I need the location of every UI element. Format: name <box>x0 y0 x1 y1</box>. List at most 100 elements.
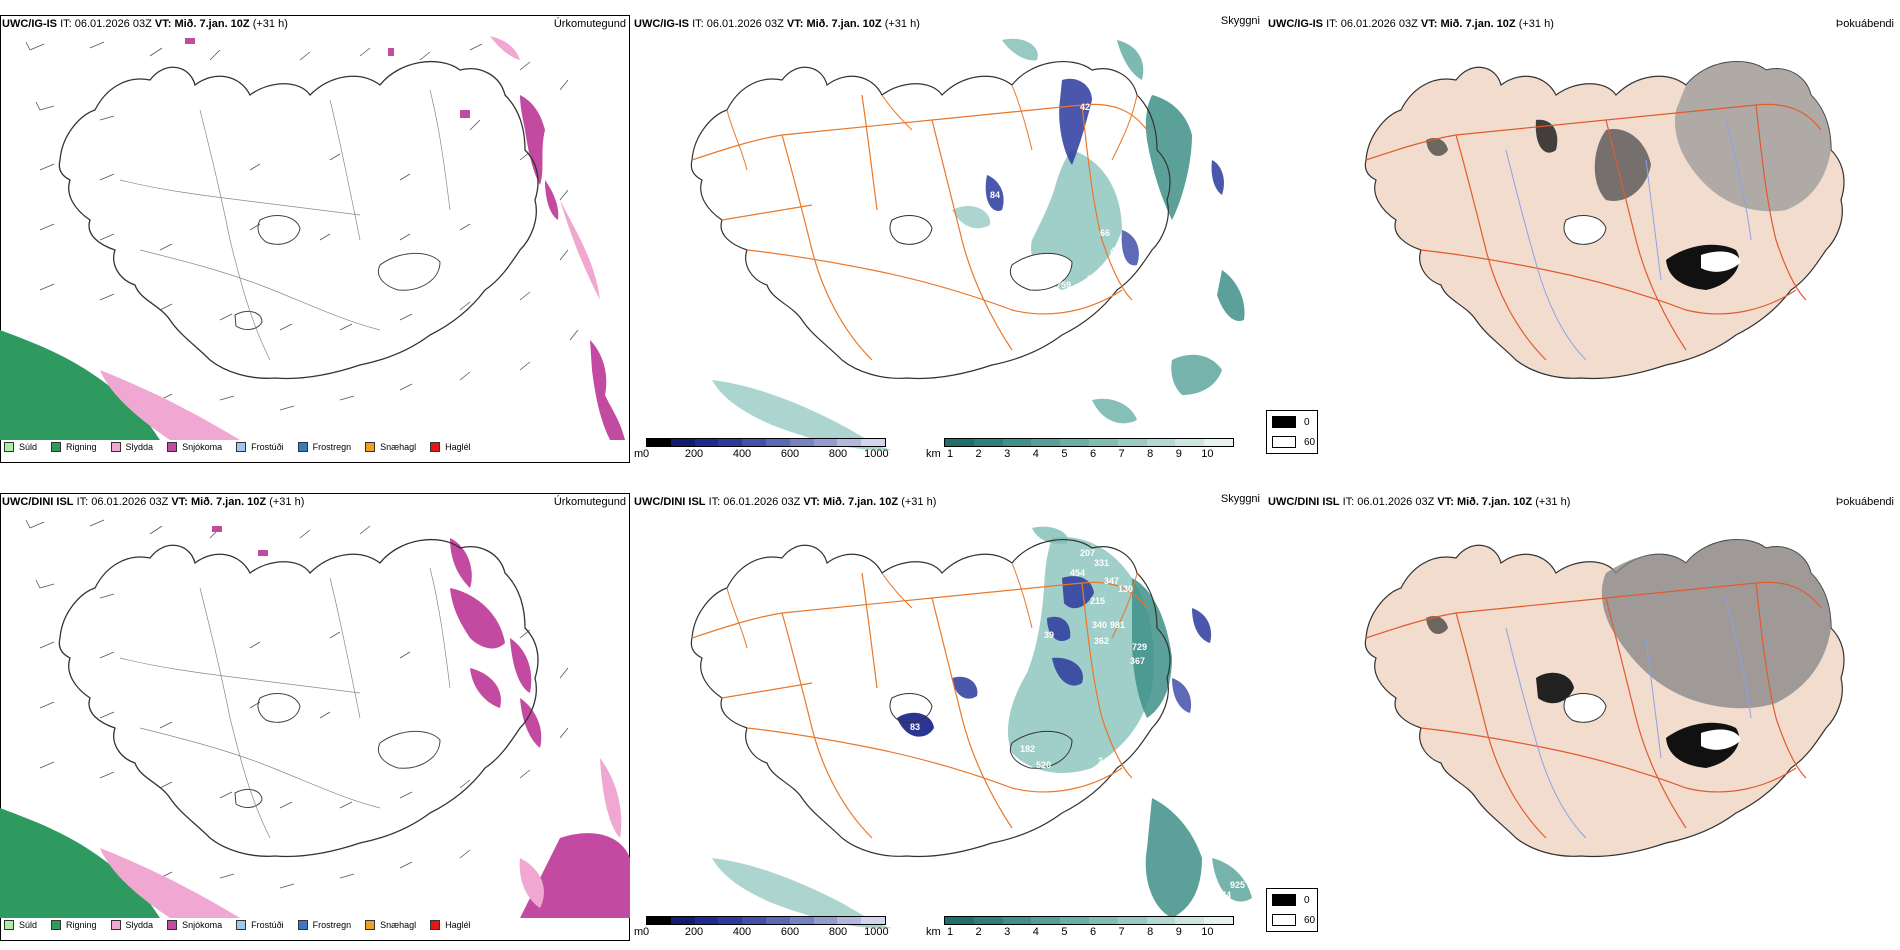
cloud-top-ticks: 1 2 3 4 5 6 7 8 9 10 <box>947 926 1214 940</box>
legend-item: Snjókoma <box>167 920 222 930</box>
legend-item: Frostúði <box>236 920 284 930</box>
legend-label: Snjókoma <box>182 442 223 452</box>
visibility-value: 759 <box>1056 280 1071 290</box>
panel-header: UWC/IG-IS IT: 06.01.2026 03Z VT: Mið. 7.… <box>2 18 628 34</box>
tick-label: 600 <box>780 448 800 460</box>
legend-swatch <box>236 442 247 452</box>
visibility-value: 937 <box>1046 264 1061 274</box>
legend-swatch <box>167 442 178 452</box>
legend-item: Frostregn <box>297 442 352 452</box>
panel-title: Skyggni <box>1220 15 1260 27</box>
legend-swatch <box>51 920 62 930</box>
visibility-value: 31 <box>1092 112 1102 122</box>
fog-swatch <box>1272 894 1296 906</box>
visibility-value: 520 <box>1036 760 1051 770</box>
visibility-map: 207 331 454 347 215 130 340 981 362 729 … <box>690 526 1259 929</box>
legend-label: Slydda <box>125 442 154 452</box>
fog-legend-item: 0 <box>1272 416 1310 428</box>
visibility-value: 347 <box>1104 576 1119 586</box>
visibility-value: 84 <box>990 190 1000 200</box>
lead-time: (+31 h) <box>901 496 937 508</box>
visibility-value: 42 <box>1110 246 1120 256</box>
legend-item: Súld <box>4 920 37 930</box>
tick-label: 600 <box>780 926 800 938</box>
cloud-base-unit: m <box>634 926 644 938</box>
cloud-base-unit: m <box>634 448 644 460</box>
fog-indicator-panel: UWC/DINI ISL IT: 06.01.2026 03Z VT: Mið.… <box>1266 478 1900 948</box>
visibility-map: 42 31 26 84 66 42 937 759 22 96 <box>690 38 1245 451</box>
model-name: UWC/DINI ISL <box>2 496 74 508</box>
precip-map <box>0 519 630 918</box>
visibility-value: 729 <box>1132 642 1147 652</box>
legend-item: Haglél <box>430 920 471 930</box>
panel-title: Þokuábendi <box>1835 496 1894 508</box>
panel-header: UWC/DINI ISL IT: 06.01.2026 03Z VT: Mið.… <box>2 496 628 512</box>
precip-legend: Súld Rigning Slydda Snjókoma Frostúði Fr… <box>4 438 485 456</box>
legend-label: Haglél <box>445 442 471 452</box>
legend-label: Haglél <box>445 920 471 930</box>
legend-item: Snjókoma <box>167 442 222 452</box>
legend-label: Snæhagl <box>380 442 417 452</box>
colorbars: m 0 200 400 600 800 1000 km 1 2 3 4 5 6 … <box>632 916 1266 946</box>
valid-time: Mið. 7.jan. 10Z <box>174 18 250 30</box>
visibility-value: 340 <box>1092 620 1107 630</box>
fog-indicator-panel: UWC/IG-IS IT: 06.01.2026 03Z VT: Mið. 7.… <box>1266 0 1900 470</box>
init-time-label: IT: <box>1342 496 1355 508</box>
tick-label: 1 <box>946 448 954 460</box>
panel-title: Skyggni <box>1220 493 1260 505</box>
precip-legend: Súld Rigning Slydda Snjókoma Frostúði Fr… <box>4 916 485 934</box>
legend-label: Súld <box>19 920 38 930</box>
legend-swatch <box>430 920 441 930</box>
tick-label: 400 <box>732 448 752 460</box>
legend-item: Snæhagl <box>365 442 416 452</box>
legend-label: Rigning <box>66 442 97 452</box>
visibility-value: 22 <box>1087 274 1097 284</box>
panel-frame <box>0 15 630 463</box>
forecast-row-dini-isl: UWC/DINI ISL IT: 06.01.2026 03Z VT: Mið.… <box>0 478 1900 948</box>
visibility-value: 42 <box>1080 102 1090 112</box>
tick-label: 6 <box>1089 448 1097 460</box>
valid-time-label: VT: <box>803 496 820 508</box>
legend-swatch <box>430 442 441 452</box>
init-time-label: IT: <box>60 18 72 30</box>
legend-label: Frostregn <box>312 442 352 452</box>
tick-label: 0 <box>642 448 650 460</box>
valid-time-label: VT: <box>1420 18 1438 30</box>
visibility-value: 24 <box>1098 756 1108 766</box>
tick-label: 9 <box>1175 448 1182 460</box>
tick-label: 2 <box>975 448 982 460</box>
panel-frame <box>0 493 630 941</box>
legend-item: Rigning <box>51 920 97 930</box>
legend-item: Slydda <box>110 442 154 452</box>
legend-label: Snæhagl <box>380 920 417 930</box>
valid-time-label: VT: <box>154 18 172 30</box>
valid-time-label: VT: <box>171 496 188 508</box>
forecast-row-ig-is: UWC/IG-IS IT: 06.01.2026 03Z VT: Mið. 7.… <box>0 0 1900 470</box>
legend-label: Rigning <box>66 920 97 930</box>
visibility-value: 454 <box>1070 568 1085 578</box>
visibility-value: 39 <box>1044 630 1054 640</box>
visibility-value: 66 <box>1100 228 1110 238</box>
legend-label: Frostúði <box>251 442 284 452</box>
legend-swatch <box>110 442 121 452</box>
legend-label: Slydda <box>125 920 154 930</box>
legend-swatch <box>365 920 376 930</box>
init-time: 06.01.2026 03Z <box>1357 496 1435 508</box>
valid-time: Mið. 7.jan. 10Z <box>190 496 267 508</box>
visibility-value: 328 <box>1244 806 1259 816</box>
init-time: 06.01.2026 03Z <box>91 496 169 508</box>
legend-label: Frostregn <box>312 920 352 930</box>
init-time: 06.01.2026 03Z <box>74 18 152 30</box>
fog-legend-item: 0 <box>1272 894 1310 906</box>
tick-label: 4 <box>1032 926 1039 938</box>
legend-swatch <box>236 920 247 930</box>
fog-legend-label: 0 <box>1304 416 1310 428</box>
tick-label: 1000 <box>864 448 889 460</box>
legend-swatch <box>297 920 308 930</box>
panel-header: UWC/IG-IS IT: 06.01.2026 03Z VT: Mið. 7.… <box>634 15 1262 34</box>
fog-legend-label: 0 <box>1304 894 1310 906</box>
init-time-label: IT: <box>1326 18 1338 30</box>
legend-item: Frostregn <box>297 920 352 930</box>
fog-map <box>1364 539 1845 857</box>
tick-label: 7 <box>1118 926 1125 938</box>
